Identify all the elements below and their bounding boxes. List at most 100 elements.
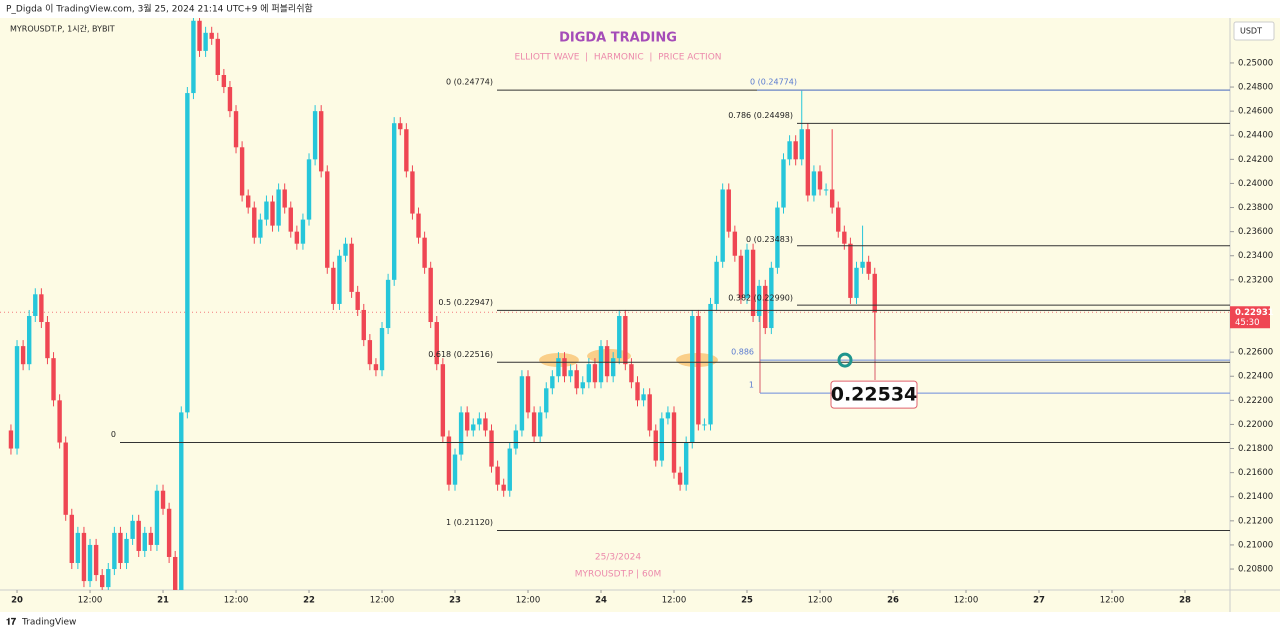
candle-body <box>872 273 877 313</box>
y-tick-label: 0.22000 <box>1238 420 1273 430</box>
price-box <box>1230 306 1270 329</box>
y-tick-label: 0.24800 <box>1238 83 1273 93</box>
candle-body <box>519 376 525 431</box>
candle-body <box>842 231 847 244</box>
candle-body <box>404 129 409 172</box>
header: P_Digda 이 TradingView.com, 3월 25, 2024 2… <box>6 3 313 15</box>
candle-body <box>264 201 269 220</box>
candle-body <box>647 394 652 431</box>
candle-body <box>738 255 744 298</box>
candle-body <box>610 358 616 377</box>
candle-body <box>446 436 452 485</box>
y-tick-label: 0.25000 <box>1238 58 1273 68</box>
y-tick-label: 0.21400 <box>1238 492 1273 502</box>
candle-body <box>720 189 725 262</box>
plot-area <box>0 18 1230 590</box>
candle-body <box>756 285 762 316</box>
y-tick-label: 0.23200 <box>1238 275 1273 285</box>
candle-body <box>106 569 111 588</box>
x-tick-label: 21 <box>157 596 169 606</box>
candle-body <box>130 520 135 539</box>
candle-body <box>623 315 628 365</box>
y-tick-label: 0.23400 <box>1238 251 1273 261</box>
candle-body <box>763 285 768 329</box>
candle-body <box>452 454 458 485</box>
candle-body <box>823 189 829 191</box>
candle-body <box>385 279 391 329</box>
candle-body <box>63 442 68 515</box>
candle-body <box>69 514 74 564</box>
candle-body <box>325 171 330 268</box>
y-tick-label: 0.21000 <box>1238 540 1273 550</box>
candle-body <box>854 267 859 298</box>
callout-box <box>830 380 918 409</box>
x-tick-label: 23 <box>449 596 461 606</box>
fib-label: 0 <box>111 430 116 439</box>
candle-body <box>677 472 683 485</box>
candle-body <box>252 207 257 238</box>
candle-body <box>580 382 585 389</box>
symbol: MYROUSDT.P, 1시간, BYBIT <box>10 24 115 34</box>
candle-body <box>379 328 385 371</box>
candle-body <box>57 400 62 443</box>
candle-body <box>300 219 306 244</box>
candle-body <box>172 556 178 590</box>
y-tick-label: 0.21200 <box>1238 516 1273 526</box>
candle-body <box>434 322 439 365</box>
candle-body <box>373 364 379 371</box>
candle-body <box>306 159 312 220</box>
x-tick-label: 25 <box>741 596 753 606</box>
candle-body <box>477 418 482 425</box>
candle-body <box>124 538 129 564</box>
candle-body <box>744 249 750 298</box>
candle-body <box>696 315 701 425</box>
y-tick-label: 0.22200 <box>1238 396 1273 406</box>
brand: TradingView <box>21 618 76 628</box>
countdown: 45:30 <box>1235 318 1260 328</box>
y-tick-label: 0.24400 <box>1238 131 1273 141</box>
candle-body <box>33 294 38 316</box>
candle-body <box>14 346 20 449</box>
title: DIGDA TRADING <box>559 31 677 46</box>
candle-body <box>574 370 579 389</box>
y-tick-label: 0.24600 <box>1238 107 1273 117</box>
candle-body <box>166 508 172 557</box>
candle-body <box>471 424 476 431</box>
candle-body <box>270 201 275 226</box>
x-tick-label: 12:00 <box>808 596 833 606</box>
x-tick-label: 12:00 <box>78 596 103 606</box>
candle-body <box>507 448 512 491</box>
candle-body <box>635 382 640 401</box>
candle-body <box>349 243 354 292</box>
price-label: 0.22931 <box>1235 308 1274 318</box>
currency-box[interactable] <box>1233 21 1275 41</box>
candle-body <box>361 309 366 341</box>
candle-body <box>294 231 300 244</box>
candle-body <box>99 575 105 588</box>
x-tick-label: 12:00 <box>224 596 249 606</box>
currency: USDT <box>1240 27 1262 36</box>
candle-body <box>428 267 433 323</box>
candle-body <box>410 171 415 214</box>
candle-body <box>562 358 567 377</box>
candle-body <box>318 111 324 172</box>
candle-body <box>592 364 598 383</box>
candle-body <box>568 370 573 377</box>
candle-body <box>136 520 141 551</box>
candle-body <box>683 442 689 485</box>
x-tick-label: 12:00 <box>516 596 541 606</box>
candle-body <box>531 412 537 437</box>
candle-body <box>154 490 160 545</box>
candle-body <box>866 261 871 274</box>
candle-body <box>781 159 786 208</box>
x-tick-label: 26 <box>887 596 899 606</box>
y-tick-label: 0.22400 <box>1238 372 1273 382</box>
candle-body <box>45 322 50 359</box>
candle-body <box>464 412 470 431</box>
candle-body <box>185 93 190 413</box>
fib-label: 0 (0.24774) <box>750 78 797 87</box>
fib-label: 0 (0.24774) <box>446 78 493 87</box>
candle-body <box>702 424 707 426</box>
candle-body <box>817 171 823 190</box>
